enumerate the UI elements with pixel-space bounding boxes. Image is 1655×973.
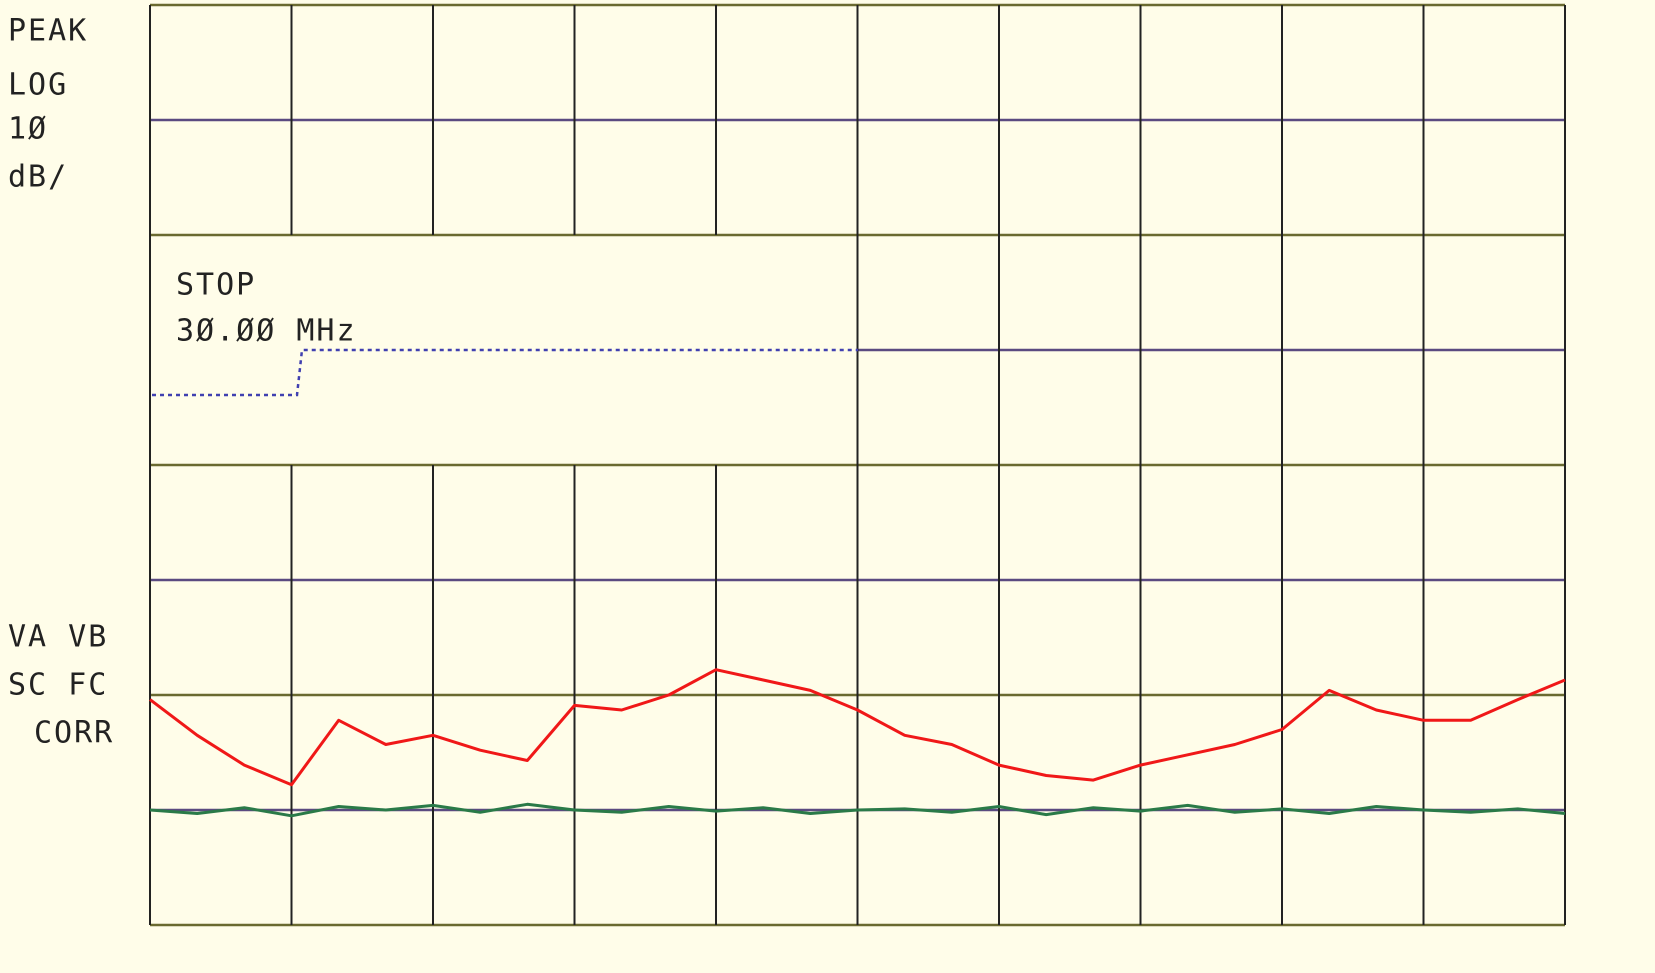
status-label: VA VB bbox=[8, 620, 108, 655]
display-line bbox=[152, 348, 858, 397]
mode-label: dB/ bbox=[8, 160, 68, 195]
status-label: CORR bbox=[34, 716, 114, 751]
mode-label: 1Ø bbox=[8, 112, 48, 147]
mode-label: LOG bbox=[8, 68, 68, 103]
stop-label: STOP bbox=[176, 268, 256, 303]
trace bbox=[149, 802, 1566, 818]
trace bbox=[149, 668, 1566, 787]
mode-label: PEAK bbox=[8, 14, 88, 49]
graticule bbox=[149, 3, 1566, 927]
stop-label: 3Ø.ØØ MHz bbox=[176, 314, 357, 349]
status-label: SC FC bbox=[8, 668, 108, 703]
